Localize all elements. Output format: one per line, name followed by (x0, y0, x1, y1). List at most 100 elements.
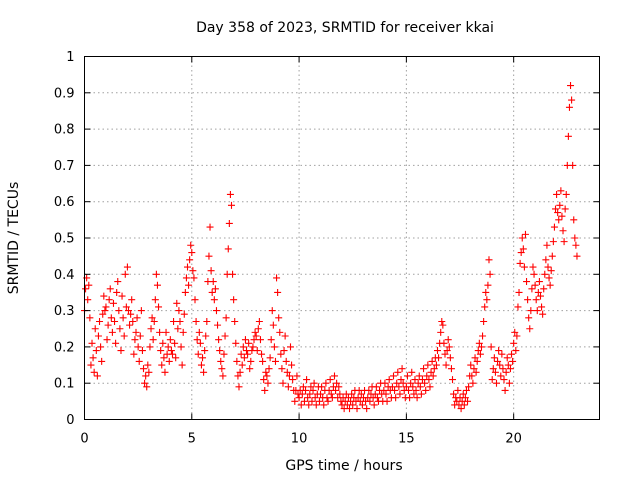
data-point (532, 296, 540, 304)
data-point (408, 368, 416, 376)
y-tick-label: 0.9 (54, 86, 75, 101)
data-point (138, 347, 146, 355)
data-point (414, 379, 422, 387)
data-point (511, 328, 519, 336)
data-point (157, 347, 165, 355)
data-point (186, 256, 194, 264)
data-point (488, 376, 496, 384)
data-point (187, 241, 195, 249)
data-point (133, 314, 141, 322)
data-point (383, 397, 391, 405)
data-point (195, 328, 203, 336)
data-point (402, 383, 410, 391)
data-point (553, 190, 561, 198)
data-point (175, 307, 183, 315)
data-point (516, 259, 524, 267)
data-point (297, 401, 305, 409)
data-point (86, 314, 94, 322)
data-point (406, 394, 414, 402)
x-axis-label: GPS time / hours (285, 458, 402, 474)
data-point (464, 397, 472, 405)
data-point (245, 339, 253, 347)
data-point (189, 267, 197, 275)
data-point (191, 296, 199, 304)
data-point (92, 347, 100, 355)
data-point (271, 357, 279, 365)
data-point (178, 361, 186, 369)
data-point (465, 383, 473, 391)
y-axis-label: SRMTID / TECUs (6, 182, 22, 295)
data-point (259, 357, 267, 365)
data-point (98, 357, 106, 365)
data-point (114, 278, 122, 286)
data-point (441, 350, 449, 358)
data-point (122, 303, 130, 311)
data-point (570, 216, 578, 224)
data-point (366, 397, 374, 405)
data-point (561, 205, 569, 213)
data-point (476, 350, 484, 358)
data-point (164, 343, 172, 351)
data-point (449, 376, 457, 384)
data-point (472, 368, 480, 376)
data-point (533, 307, 541, 315)
data-point (483, 296, 491, 304)
data-point (528, 285, 536, 293)
data-point (132, 328, 140, 336)
data-point (549, 238, 557, 246)
data-point (358, 401, 366, 409)
data-point (158, 361, 166, 369)
data-point (518, 234, 526, 242)
data-point (348, 390, 356, 398)
data-point (506, 365, 514, 373)
data-point (424, 361, 432, 369)
data-point (179, 328, 187, 336)
data-point (306, 390, 314, 398)
data-point (513, 332, 521, 340)
data-point (140, 365, 148, 373)
data-point (372, 383, 380, 391)
data-point (508, 350, 516, 358)
data-point (498, 350, 506, 358)
data-point (398, 365, 406, 373)
data-point (250, 336, 258, 344)
data-point (280, 347, 288, 355)
data-point (484, 281, 492, 289)
data-point (117, 347, 125, 355)
data-point (454, 386, 462, 394)
data-point (219, 372, 227, 380)
data-point (181, 288, 189, 296)
data-point (215, 336, 223, 344)
data-point (473, 357, 481, 365)
data-point (289, 376, 297, 384)
data-point (131, 336, 139, 344)
data-point (279, 379, 287, 387)
data-point (112, 339, 120, 347)
data-point (373, 394, 381, 402)
data-point (124, 307, 132, 315)
data-point (545, 274, 553, 282)
data-point (128, 296, 136, 304)
data-point (475, 339, 483, 347)
data-point (459, 390, 467, 398)
data-point (206, 223, 214, 231)
data-point (517, 249, 525, 257)
data-point (409, 383, 417, 391)
data-point (370, 401, 378, 409)
data-point (477, 343, 485, 351)
data-point (439, 321, 447, 329)
data-point (88, 339, 96, 347)
data-point (565, 103, 573, 111)
data-point (332, 386, 340, 394)
data-point (525, 314, 533, 322)
data-point (89, 354, 97, 362)
data-point (426, 383, 434, 391)
data-point (305, 401, 313, 409)
data-point (546, 281, 554, 289)
axis-ticks: 00.10.20.30.40.50.60.70.80.910 5 10 15 20 (54, 50, 600, 447)
data-point (153, 281, 161, 289)
data-point (326, 376, 334, 384)
x-tick-label: 10 (291, 432, 308, 447)
data-point (529, 263, 537, 271)
